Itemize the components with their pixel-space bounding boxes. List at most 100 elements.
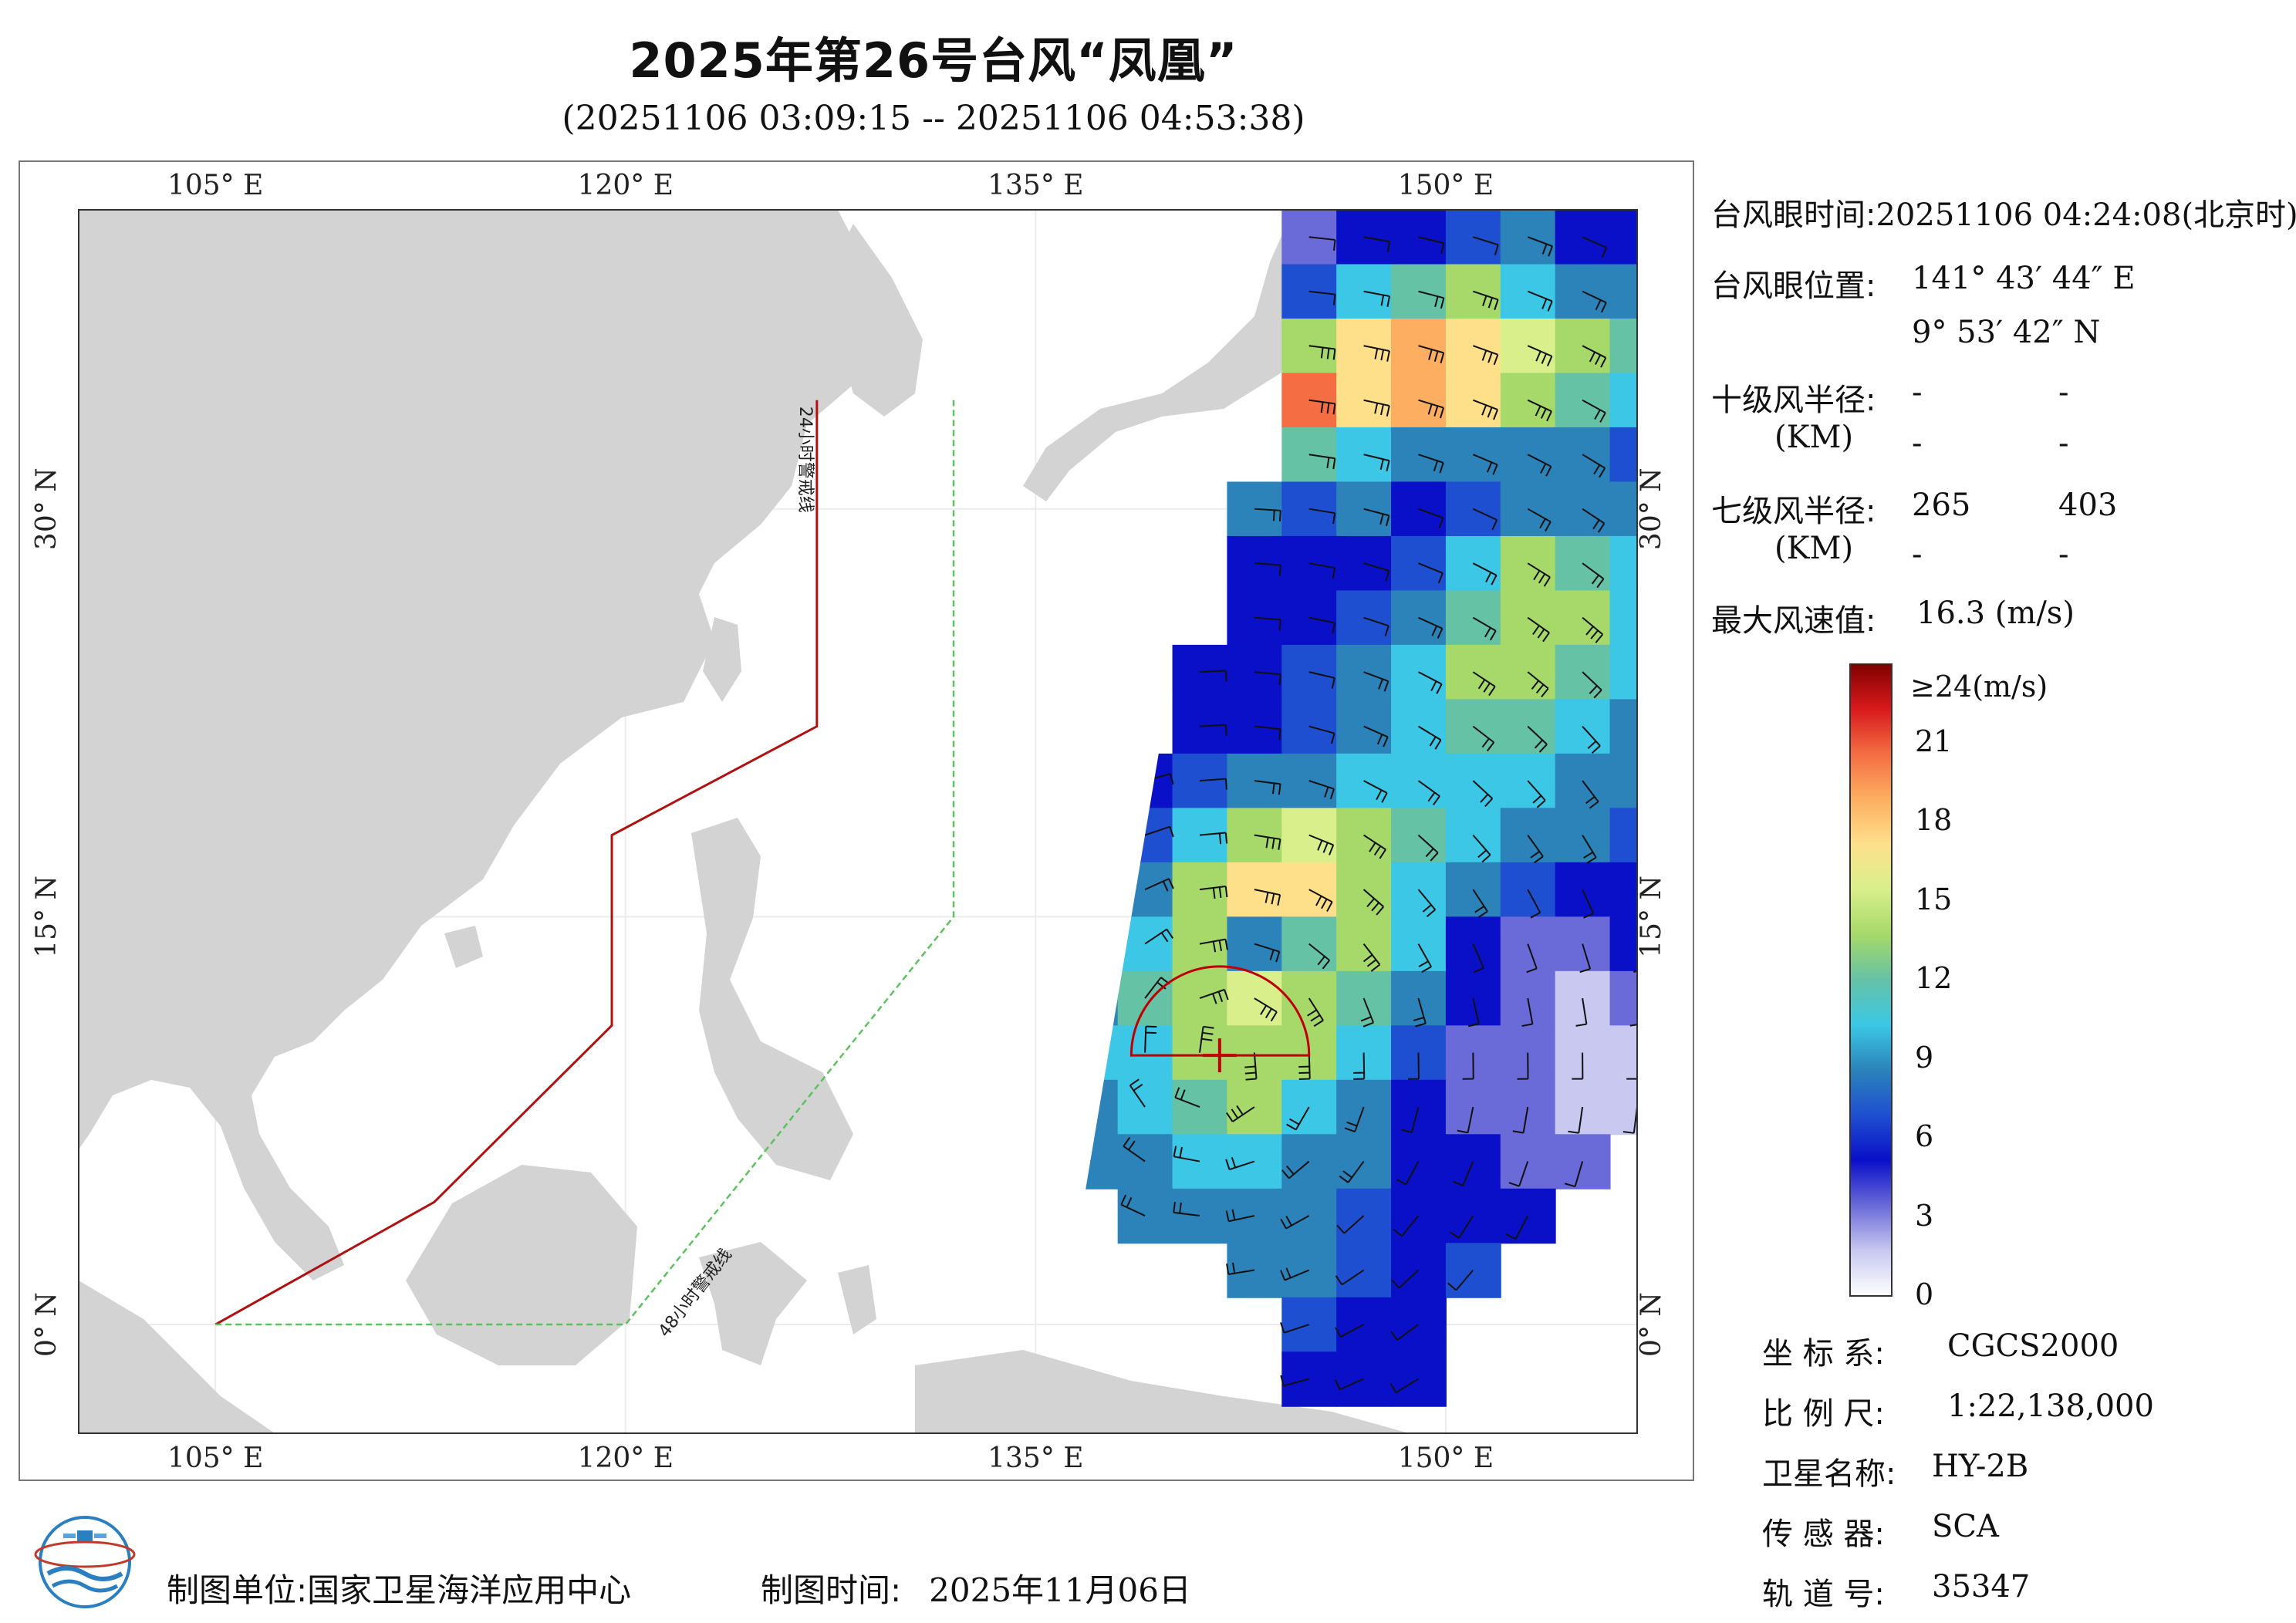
wind-barb [1636, 236, 1637, 250]
r7-value-1: 265 [1912, 488, 1971, 523]
wind-barb [1254, 889, 1281, 906]
wind-barb [1579, 943, 1592, 973]
crs-value: CGCS2000 [1947, 1328, 2119, 1364]
wind-barb [1363, 834, 1386, 859]
wind-barb [1308, 943, 1331, 970]
wind-barb [1363, 290, 1391, 307]
wind-barb [1363, 454, 1390, 471]
lon-label-bottom: 105° E [167, 1442, 263, 1474]
wind-barb [1449, 1215, 1474, 1239]
wind-barb [1199, 988, 1229, 1004]
r10-value-4: - [2058, 426, 2069, 461]
crs-label: 坐 标 系: [1762, 1336, 1885, 1372]
colorbar-tick-label: 9 [1915, 1040, 1934, 1075]
wind-barb [1636, 726, 1637, 747]
wind-cell [1391, 1297, 1447, 1353]
wind-barb [1418, 671, 1443, 694]
wind-cell [1609, 808, 1637, 863]
wind-barb [1226, 1262, 1255, 1275]
wind-barb [1526, 943, 1538, 973]
wind-cell [1609, 590, 1637, 646]
wind-barb [1254, 562, 1281, 576]
wind-barb [1280, 1375, 1310, 1387]
lon-label-bottom: 150° E [1398, 1442, 1494, 1474]
page-title: 2025年第26号台风“凤凰” [629, 32, 1238, 89]
wind-barb [1254, 780, 1281, 795]
wind-barb [1517, 1052, 1529, 1080]
wind-barb [1254, 671, 1281, 686]
sensor-value: SCA [1932, 1509, 1999, 1544]
wind-barb [1407, 1052, 1420, 1080]
wind-barb [1418, 562, 1443, 584]
wind-barb [1564, 1161, 1584, 1188]
wind-cell [1172, 1188, 1228, 1244]
wind-barb [1298, 1052, 1311, 1080]
wind-barb [1521, 997, 1534, 1027]
wind-barb [1527, 508, 1551, 532]
colorbar [1849, 663, 1893, 1297]
land-japan [1023, 210, 1332, 501]
eye-position: 台风眼位置: [1711, 261, 1876, 305]
eye-time-value: 20251106 04:24:08(北京时) [1876, 197, 2296, 233]
wind-barb [1308, 725, 1335, 744]
eye-lon: 141° 43′ 44″ E [1912, 261, 2136, 296]
wind-barb [1199, 886, 1228, 899]
wind-barb [1308, 454, 1336, 470]
wind-barb [1199, 778, 1227, 790]
lon-label-top: 105° E [167, 170, 263, 201]
scale-label: 比 例 尺: [1762, 1396, 1885, 1432]
wind-cell [1391, 1351, 1447, 1407]
orbit-value: 35347 [1932, 1569, 2031, 1604]
wind-barb [1582, 290, 1607, 313]
wind-cell [1117, 1188, 1173, 1244]
wind-barb [1144, 1025, 1157, 1053]
land-taiwan [703, 617, 741, 702]
colorbar-top-label: ≥24(m/s) [1910, 670, 2048, 704]
wind-barb [1254, 943, 1281, 963]
lon-label-bottom: 120° E [578, 1442, 674, 1474]
wind-barb [1363, 508, 1390, 527]
wind-barb [1389, 1378, 1420, 1394]
wind-cell [1609, 535, 1637, 592]
wind-barb [1527, 454, 1552, 477]
wind-barb [1629, 997, 1637, 1027]
wind-cell [1227, 1079, 1283, 1135]
wind-cell [1336, 1297, 1393, 1353]
wind-barb [1452, 1161, 1474, 1186]
wind-barb [1582, 835, 1597, 864]
coordinate-labels: 105° E 105° E 120° E 120° E 135° E 135° E 150°… [31, 170, 1667, 1474]
wind-barb [1198, 1025, 1214, 1053]
wind-cell [1227, 1134, 1283, 1189]
wind-cell [1117, 970, 1173, 1027]
wind-barb [1362, 889, 1385, 916]
wind-cell [1281, 1134, 1338, 1189]
r7-value-2: 403 [2058, 488, 2118, 523]
wind-barb [1527, 835, 1544, 864]
wind-barb [1418, 454, 1444, 474]
typhoon-eye-marker[interactable] [1129, 965, 1311, 1073]
satellite-value: HY-2B [1932, 1449, 2029, 1484]
wind-barb [1280, 1267, 1310, 1281]
wind-barb [1308, 889, 1333, 913]
wind-barb [1467, 997, 1480, 1027]
wind-barb [1401, 1106, 1420, 1133]
land-korea [822, 224, 923, 417]
wind-cell [1227, 1188, 1283, 1244]
land-halmahera [838, 1265, 876, 1335]
wind-barb [1462, 1052, 1474, 1080]
wind-barb [1582, 236, 1608, 258]
wind-barb [1527, 780, 1546, 808]
wind-barb [1396, 1161, 1420, 1186]
wind-barb [1363, 345, 1390, 362]
wind-barb [1418, 508, 1444, 528]
r7-label: 七级风半径: [1711, 494, 1876, 529]
wind-barb [1582, 889, 1595, 919]
wind-barb [1363, 616, 1389, 636]
wind-barb [1254, 997, 1278, 1022]
wind-cell [1281, 1243, 1338, 1298]
wind-barb [1472, 943, 1484, 973]
wind-barb [1472, 834, 1491, 863]
wind-barb [1360, 997, 1375, 1027]
wind-cell [1391, 1243, 1447, 1298]
